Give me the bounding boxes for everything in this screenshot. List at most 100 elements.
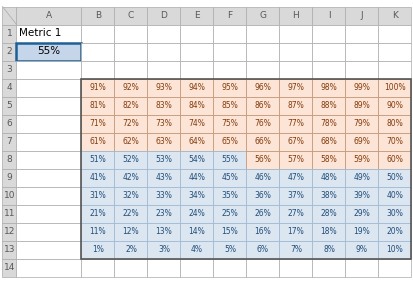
Bar <box>312 222 345 241</box>
Text: 21%: 21% <box>90 209 106 218</box>
Bar <box>180 151 213 168</box>
Bar <box>17 7 81 25</box>
Bar <box>114 186 147 205</box>
Text: 6: 6 <box>7 119 12 128</box>
Text: B: B <box>95 11 101 20</box>
Text: 81%: 81% <box>90 101 106 110</box>
Text: 2: 2 <box>7 47 12 56</box>
Bar <box>279 42 312 61</box>
Bar <box>312 25 345 42</box>
Bar <box>377 61 411 78</box>
Bar <box>17 25 81 42</box>
Bar <box>279 205 312 222</box>
Text: 24%: 24% <box>188 209 205 218</box>
Text: C: C <box>128 11 134 20</box>
Bar <box>17 132 81 151</box>
Bar <box>147 186 180 205</box>
Text: 35%: 35% <box>221 191 238 200</box>
Bar <box>180 7 213 25</box>
Text: 69%: 69% <box>353 137 370 146</box>
Bar <box>345 61 377 78</box>
Bar <box>345 205 377 222</box>
Bar <box>114 241 147 258</box>
Text: F: F <box>227 11 232 20</box>
Bar <box>2 151 17 168</box>
Text: 23%: 23% <box>155 209 172 218</box>
Bar <box>246 241 279 258</box>
Bar <box>377 42 411 61</box>
Text: 32%: 32% <box>122 191 139 200</box>
Bar <box>180 222 213 241</box>
Bar <box>213 7 246 25</box>
Bar <box>147 78 180 97</box>
Bar <box>81 132 114 151</box>
Text: 72%: 72% <box>122 119 139 128</box>
Bar <box>345 42 377 61</box>
Bar <box>377 78 411 97</box>
Text: 7%: 7% <box>289 245 301 254</box>
Bar <box>246 78 279 97</box>
Bar <box>180 61 213 78</box>
Bar <box>147 61 180 78</box>
Bar <box>345 115 377 132</box>
Text: 82%: 82% <box>122 101 139 110</box>
Bar <box>246 42 279 61</box>
Bar <box>213 25 246 42</box>
Bar <box>17 61 81 78</box>
Bar <box>17 168 81 186</box>
Text: K: K <box>391 11 397 20</box>
Bar <box>2 222 17 241</box>
Bar <box>312 78 345 97</box>
Bar <box>2 7 17 25</box>
Bar <box>312 61 345 78</box>
Text: 64%: 64% <box>188 137 205 146</box>
Bar <box>114 205 147 222</box>
Bar <box>2 78 17 97</box>
Text: 66%: 66% <box>254 137 271 146</box>
Text: 1%: 1% <box>92 245 104 254</box>
Text: 4%: 4% <box>190 245 202 254</box>
Bar <box>345 78 377 97</box>
Text: 65%: 65% <box>221 137 238 146</box>
Bar <box>213 222 246 241</box>
Text: 63%: 63% <box>155 137 172 146</box>
Bar <box>147 222 180 241</box>
Bar <box>279 258 312 276</box>
Text: 13: 13 <box>4 245 15 254</box>
Bar <box>345 151 377 168</box>
Bar <box>2 42 17 61</box>
Text: 9: 9 <box>7 173 12 182</box>
Text: 98%: 98% <box>320 83 337 92</box>
Bar <box>345 25 377 42</box>
Bar <box>81 97 114 115</box>
Bar <box>377 115 411 132</box>
Bar <box>213 241 246 258</box>
Text: 76%: 76% <box>254 119 271 128</box>
Bar <box>246 168 279 186</box>
Text: 20%: 20% <box>386 227 402 236</box>
Bar <box>114 222 147 241</box>
Text: 93%: 93% <box>155 83 172 92</box>
Text: 11%: 11% <box>90 227 106 236</box>
Text: 8%: 8% <box>322 245 334 254</box>
Bar <box>279 115 312 132</box>
Text: 55%: 55% <box>37 46 60 57</box>
Text: 28%: 28% <box>320 209 337 218</box>
Bar <box>377 241 411 258</box>
Text: 55%: 55% <box>221 155 238 164</box>
Bar <box>377 222 411 241</box>
Bar <box>2 258 17 276</box>
Text: 90%: 90% <box>386 101 402 110</box>
Bar <box>81 78 114 97</box>
Text: 4: 4 <box>7 83 12 92</box>
Text: 7: 7 <box>7 137 12 146</box>
Bar <box>377 168 411 186</box>
Bar <box>81 25 114 42</box>
Text: 73%: 73% <box>155 119 172 128</box>
Bar <box>17 241 81 258</box>
Text: 61%: 61% <box>89 137 106 146</box>
Text: 43%: 43% <box>155 173 172 182</box>
Bar <box>246 151 279 168</box>
Text: 58%: 58% <box>320 155 337 164</box>
Bar <box>213 42 246 61</box>
